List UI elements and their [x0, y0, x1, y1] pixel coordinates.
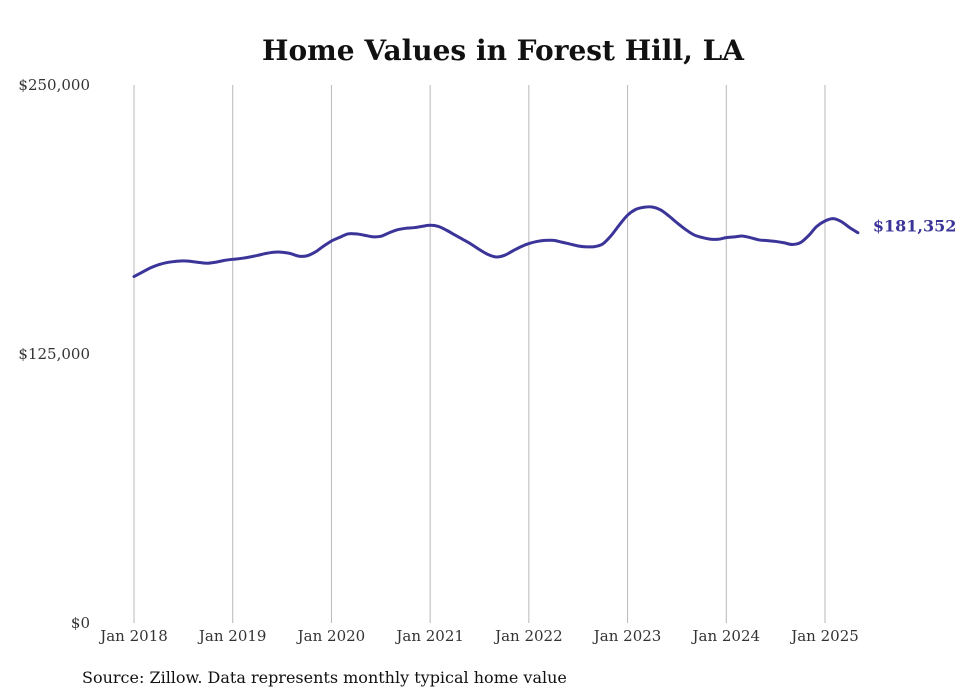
- x-tick-label: Jan 2023: [592, 627, 662, 645]
- x-tick-label: Jan 2021: [394, 627, 464, 645]
- x-tick-label: Jan 2022: [493, 627, 563, 645]
- y-tick-label: $125,000: [18, 345, 90, 363]
- x-tick-label: Jan 2018: [98, 627, 168, 645]
- y-tick-label: $250,000: [18, 76, 90, 94]
- chart-title: Home Values in Forest Hill, LA: [262, 34, 745, 67]
- grid-layer: [133, 85, 826, 623]
- latest-value-label: $181,352: [873, 217, 957, 236]
- x-tick-label: Jan 2024: [691, 627, 761, 645]
- x-tick-label: Jan 2020: [296, 627, 366, 645]
- y-tick-label: $0: [71, 614, 90, 632]
- y-axis-ticks: $0 $125,000 $250,000: [18, 76, 90, 632]
- source-note: Source: Zillow. Data represents monthly …: [82, 668, 567, 687]
- x-tick-label: Jan 2025: [789, 627, 859, 645]
- series-layer: $181,352: [132, 205, 957, 279]
- x-axis-ticks: Jan 2018 Jan 2019 Jan 2020 Jan 2021 Jan 2022…: [98, 627, 859, 645]
- home-value-line: [132, 205, 860, 279]
- x-tick-label: Jan 2019: [197, 627, 267, 645]
